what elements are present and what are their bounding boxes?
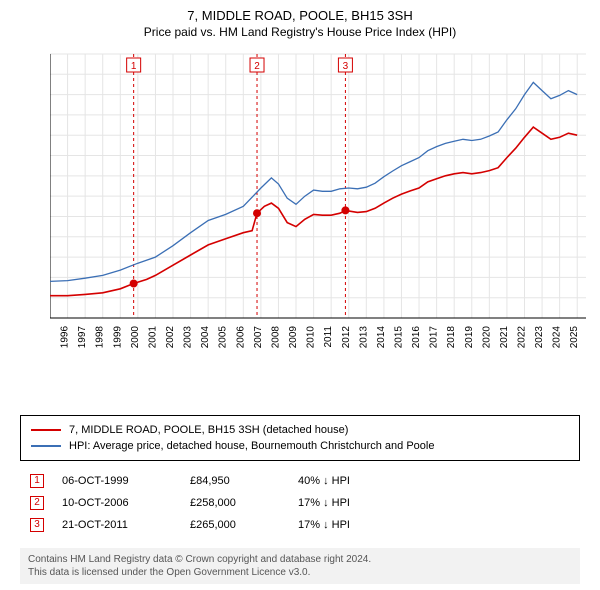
legend: 7, MIDDLE ROAD, POOLE, BH15 3SH (detache… (20, 415, 580, 461)
sales-table: 1 06-OCT-1999 £84,950 40% ↓ HPI 2 10-OCT-2006… (20, 462, 580, 546)
svg-text:2025: 2025 (569, 326, 580, 349)
svg-text:1996: 1996 (60, 326, 71, 349)
title-address: 7, MIDDLE ROAD, POOLE, BH15 3SH (0, 8, 600, 23)
legend-label: 7, MIDDLE ROAD, POOLE, BH15 3SH (detache… (69, 422, 348, 438)
sale-price: £265,000 (190, 514, 280, 536)
svg-text:1: 1 (131, 61, 137, 72)
svg-text:2005: 2005 (218, 326, 229, 349)
sale-date: 10-OCT-2006 (62, 492, 172, 514)
sale-badge: 2 (30, 496, 44, 510)
svg-text:2010: 2010 (306, 326, 317, 349)
svg-text:2: 2 (254, 61, 260, 72)
svg-text:2008: 2008 (270, 326, 281, 349)
chart: £0£50K£100K£150K£200K£250K£300K£350K£400… (50, 48, 590, 368)
svg-text:2012: 2012 (341, 326, 352, 349)
svg-text:2019: 2019 (464, 326, 475, 349)
sale-price: £84,950 (190, 470, 280, 492)
svg-text:2000: 2000 (130, 326, 141, 349)
sale-delta: 17% ↓ HPI (298, 514, 398, 536)
svg-text:2015: 2015 (393, 326, 404, 349)
svg-text:2020: 2020 (481, 326, 492, 349)
footer-line-1: Contains HM Land Registry data © Crown c… (28, 553, 572, 566)
chart-svg: £0£50K£100K£150K£200K£250K£300K£350K£400… (50, 48, 590, 368)
legend-swatch (31, 445, 61, 447)
svg-text:2003: 2003 (183, 326, 194, 349)
legend-label: HPI: Average price, detached house, Bour… (69, 438, 434, 454)
svg-text:2017: 2017 (429, 326, 440, 349)
svg-text:2004: 2004 (200, 326, 211, 349)
attribution-footer: Contains HM Land Registry data © Crown c… (20, 548, 580, 584)
sale-row: 1 06-OCT-1999 £84,950 40% ↓ HPI (30, 470, 570, 492)
chart-header: 7, MIDDLE ROAD, POOLE, BH15 3SH Price pa… (0, 0, 600, 39)
sale-row: 3 21-OCT-2011 £265,000 17% ↓ HPI (30, 514, 570, 536)
svg-text:1997: 1997 (77, 326, 88, 349)
sale-row: 2 10-OCT-2006 £258,000 17% ↓ HPI (30, 492, 570, 514)
svg-text:2024: 2024 (552, 326, 563, 349)
svg-text:2023: 2023 (534, 326, 545, 349)
svg-text:2006: 2006 (235, 326, 246, 349)
sale-delta: 40% ↓ HPI (298, 470, 398, 492)
legend-row: 7, MIDDLE ROAD, POOLE, BH15 3SH (detache… (31, 422, 569, 438)
svg-text:2018: 2018 (446, 326, 457, 349)
legend-row: HPI: Average price, detached house, Bour… (31, 438, 569, 454)
svg-text:3: 3 (343, 61, 349, 72)
svg-text:2014: 2014 (376, 326, 387, 349)
legend-swatch (31, 429, 61, 431)
sale-date: 21-OCT-2011 (62, 514, 172, 536)
svg-text:2016: 2016 (411, 326, 422, 349)
sale-delta: 17% ↓ HPI (298, 492, 398, 514)
svg-text:2001: 2001 (147, 326, 158, 349)
sale-date: 06-OCT-1999 (62, 470, 172, 492)
svg-text:2022: 2022 (516, 326, 527, 349)
svg-text:2007: 2007 (253, 326, 264, 349)
svg-text:2013: 2013 (358, 326, 369, 349)
svg-text:1998: 1998 (95, 326, 106, 349)
svg-text:1995: 1995 (50, 326, 53, 349)
svg-text:2009: 2009 (288, 326, 299, 349)
svg-text:2021: 2021 (499, 326, 510, 349)
sale-badge: 3 (30, 518, 44, 532)
svg-text:2002: 2002 (165, 326, 176, 349)
sale-badge: 1 (30, 474, 44, 488)
svg-text:1999: 1999 (112, 326, 123, 349)
sale-price: £258,000 (190, 492, 280, 514)
footer-line-2: This data is licensed under the Open Gov… (28, 566, 572, 579)
title-subtitle: Price paid vs. HM Land Registry's House … (0, 25, 600, 39)
svg-text:2011: 2011 (323, 326, 334, 348)
